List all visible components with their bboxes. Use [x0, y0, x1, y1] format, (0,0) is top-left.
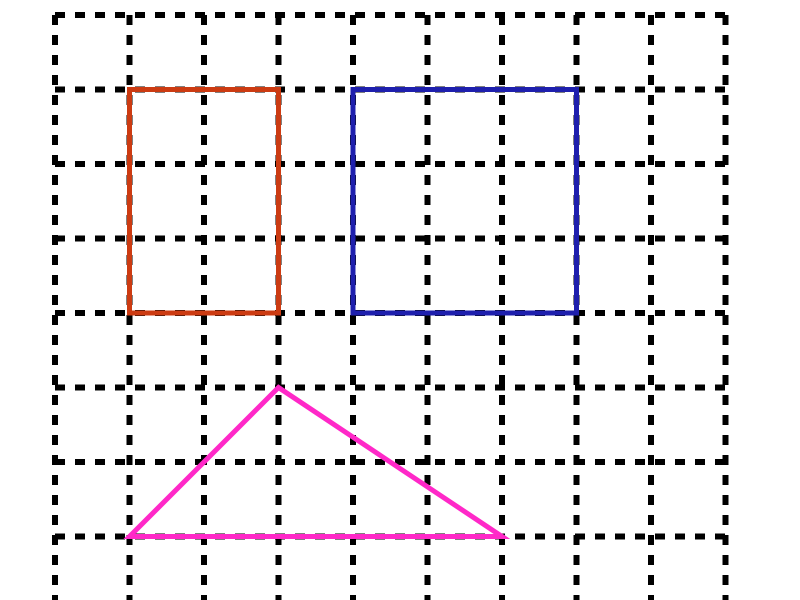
blue-square [353, 90, 577, 314]
shapes-layer [130, 90, 577, 537]
diagram-svg [0, 0, 800, 600]
diagram-stage [0, 0, 800, 600]
